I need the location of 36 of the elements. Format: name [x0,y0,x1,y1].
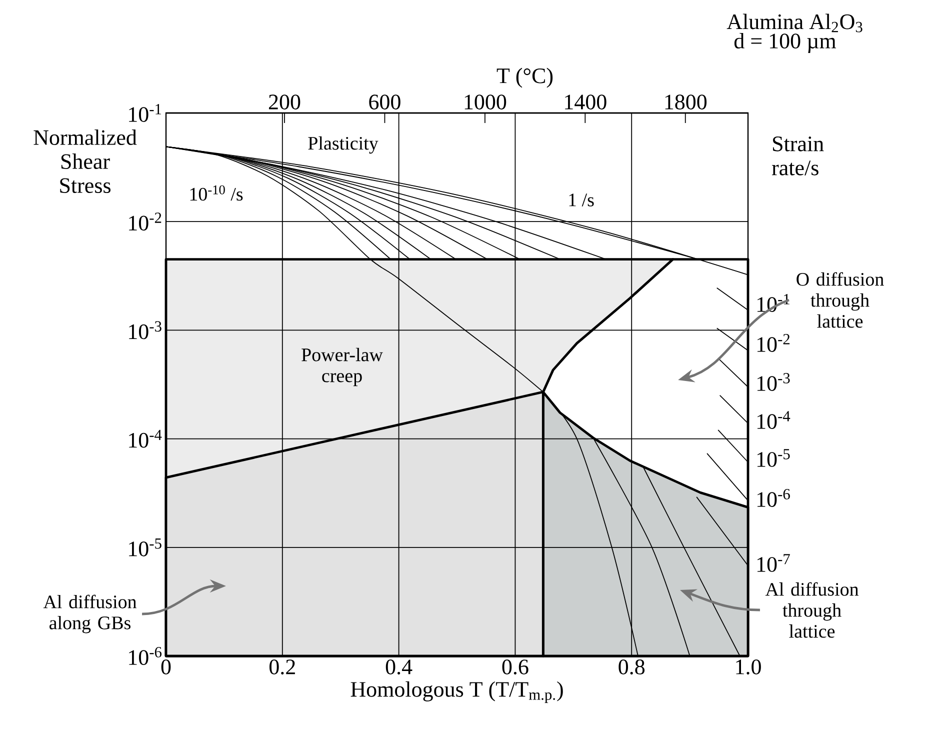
x2-tick-label: 200 [268,94,300,110]
text: O diffusion through lattice [796,272,884,328]
text: Alumina Al$_{2}$O$_{3}$ [726,14,862,32]
text: Al diffusion through lattice [765,582,859,638]
annotation: 1 /s [569,194,594,206]
text: 10$^{-4}$ [757,411,790,429]
x-tick-label: 0.8 [618,660,645,674]
annotation: 10$^{-10}$ /s [190,185,243,201]
y-tick-label: 10$^{-2}$ [129,212,162,231]
x-tick-label: 0.4 [386,660,412,674]
x-tick-label: 1.0 [736,660,761,674]
x-tick-label: 0 [161,660,171,674]
y-tick-label: 10$^{-6}$ [129,647,162,665]
y-tick-label: 10$^{-1}$ [129,104,162,122]
annotation: Power-law creep [302,348,383,386]
y-axis-title: Normalized Shear Stress [34,130,137,194]
y-tick-label: 10$^{-3}$ [129,321,162,340]
text: 10$^{-5}$ [757,449,790,467]
x2-axis-title: T (°C) [496,68,553,88]
text: 10$^{-3}$ [757,373,790,391]
x2-tick-label: 1800 [665,94,707,110]
x2-tick-label: 1400 [565,94,606,110]
annotation: Plasticity [308,136,378,154]
text: 10$^{-7}$ [757,554,790,572]
text: Al diffusion along GBs [43,594,137,634]
y-tick-label: 10$^{-5}$ [129,538,162,556]
x2-tick-label: 1000 [464,94,506,110]
x2-tick-label: 600 [369,94,400,110]
text: 10$^{-2}$ [757,334,790,352]
text: 10$^{-6}$ [757,489,790,507]
text: Strain rate/s [772,136,824,176]
x-tick-label: 0.6 [502,660,528,674]
x-tick-label: 0.2 [269,660,295,674]
y-tick-label: 10$^{-4}$ [129,430,162,448]
chart-subtitle: d = 100 µm [734,33,836,53]
x-axis-title: Homologous T (T/T$_{m.p.}$) [350,681,563,704]
